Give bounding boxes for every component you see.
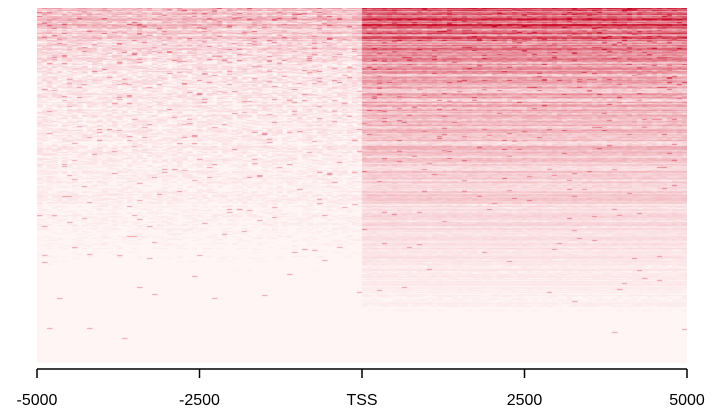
x-tick-label: 2500 (507, 392, 543, 409)
heatmap-plot-area (37, 8, 687, 363)
x-tick-label: -5000 (17, 392, 58, 409)
x-tick-label: 5000 (669, 392, 705, 409)
x-axis-ticks: -5000 -2500 TSS 2500 5000 (17, 369, 705, 409)
x-tick-label: TSS (346, 392, 377, 409)
x-tick-label: -2500 (179, 392, 220, 409)
